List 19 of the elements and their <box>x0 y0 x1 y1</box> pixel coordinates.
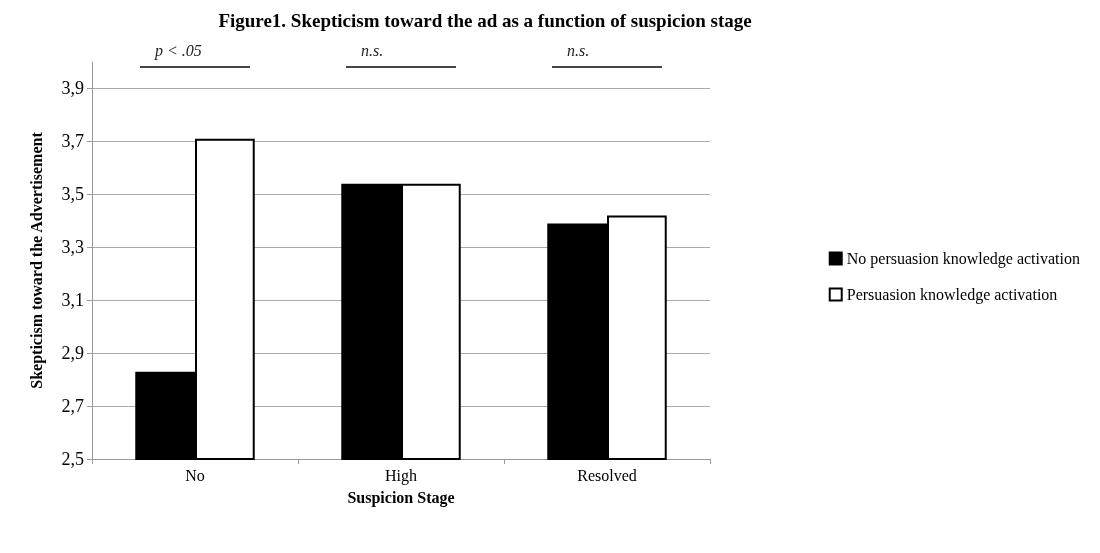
y-tick-label: 3,5 <box>61 184 84 205</box>
y-tick-label: 3,1 <box>61 290 84 311</box>
x-tick-label: Resolved <box>577 466 637 484</box>
y-tick-label: 3,9 <box>61 78 84 99</box>
text: n.s. <box>567 41 590 59</box>
x-tick-label: High <box>385 466 417 485</box>
y-tick-label: 2,7 <box>61 396 84 417</box>
text: n.s. <box>361 41 384 59</box>
legend-label: No persuasion knowledge activation <box>846 250 1081 268</box>
y-tick-label: 2,9 <box>61 343 84 364</box>
x-tick-label: No <box>185 466 205 484</box>
x-axis-title: Suspicion Stage <box>347 488 455 507</box>
text: p < .05 <box>154 41 202 60</box>
y-tick-label: 2,5 <box>61 449 84 469</box>
y-tick-label: 3,3 <box>61 237 84 258</box>
y-axis-title: Skepticism toward the Advertisement <box>27 131 46 389</box>
y-tick-label: 3,7 <box>61 131 84 152</box>
legend-label: Persuasion knowledge activation <box>846 286 1058 304</box>
chart-title: Figure1. Skepticism toward the ad as a function of suspicion stage <box>218 10 752 31</box>
